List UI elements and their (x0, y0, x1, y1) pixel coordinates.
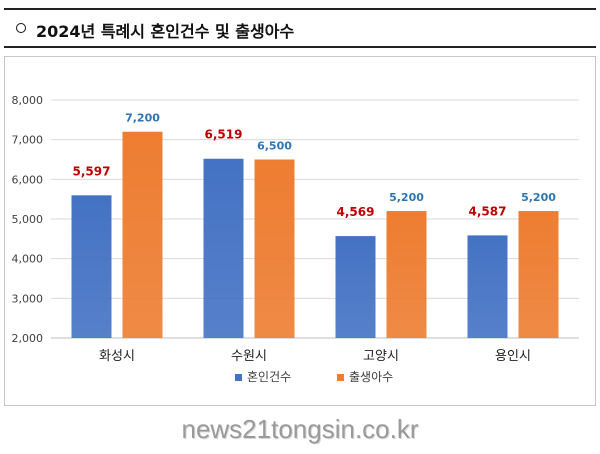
legend-label: 혼인건수 (247, 370, 291, 384)
data-label: 6,500 (257, 140, 292, 153)
y-tick-label: 4,000 (12, 253, 44, 266)
bar-births (122, 131, 163, 338)
x-tick-label: 화성시 (99, 349, 135, 364)
x-tick-label: 용인시 (495, 349, 531, 364)
data-label: 4,587 (469, 204, 507, 218)
bar-marriages (71, 195, 112, 338)
page-title: 2024년 특례시 혼인건수 및 출생아수 (36, 22, 295, 41)
legend-label: 출생아수 (349, 370, 393, 384)
bar-marriages (203, 158, 244, 338)
data-label: 5,200 (521, 191, 556, 204)
data-label: 5,200 (389, 191, 424, 204)
title-bar: 2024년 특례시 혼인건수 및 출생아수 (4, 8, 596, 48)
y-tick-label: 8,000 (12, 94, 44, 107)
y-tick-label: 5,000 (12, 213, 44, 226)
bar-marriages (467, 235, 508, 338)
data-label: 6,519 (205, 128, 243, 142)
bar-births (386, 211, 427, 338)
bar-births (254, 159, 295, 338)
x-tick-label: 수원시 (231, 349, 267, 364)
y-tick-label: 7,000 (12, 134, 44, 147)
legend-swatch (235, 374, 242, 381)
x-tick-label: 고양시 (363, 349, 399, 364)
y-tick-label: 2,000 (12, 332, 44, 345)
data-label: 5,597 (73, 164, 111, 178)
data-label: 4,569 (337, 205, 375, 219)
bar-chart: 2,000 3,000 4,000 5,000 6,000 7,000 8,000 5,597… (12, 94, 579, 384)
circle-bullet-icon (16, 23, 26, 33)
y-tick-label: 6,000 (12, 173, 44, 186)
y-tick-label: 3,000 (12, 292, 44, 305)
watermark: news21tongsin.co.kr (181, 414, 419, 444)
legend-swatch (337, 374, 344, 381)
bar-births (518, 211, 559, 338)
data-label: 7,200 (125, 112, 160, 125)
bar-marriages (335, 236, 376, 338)
chart-frame: 2,000 3,000 4,000 5,000 6,000 7,000 8,000 5,597… (4, 56, 596, 406)
